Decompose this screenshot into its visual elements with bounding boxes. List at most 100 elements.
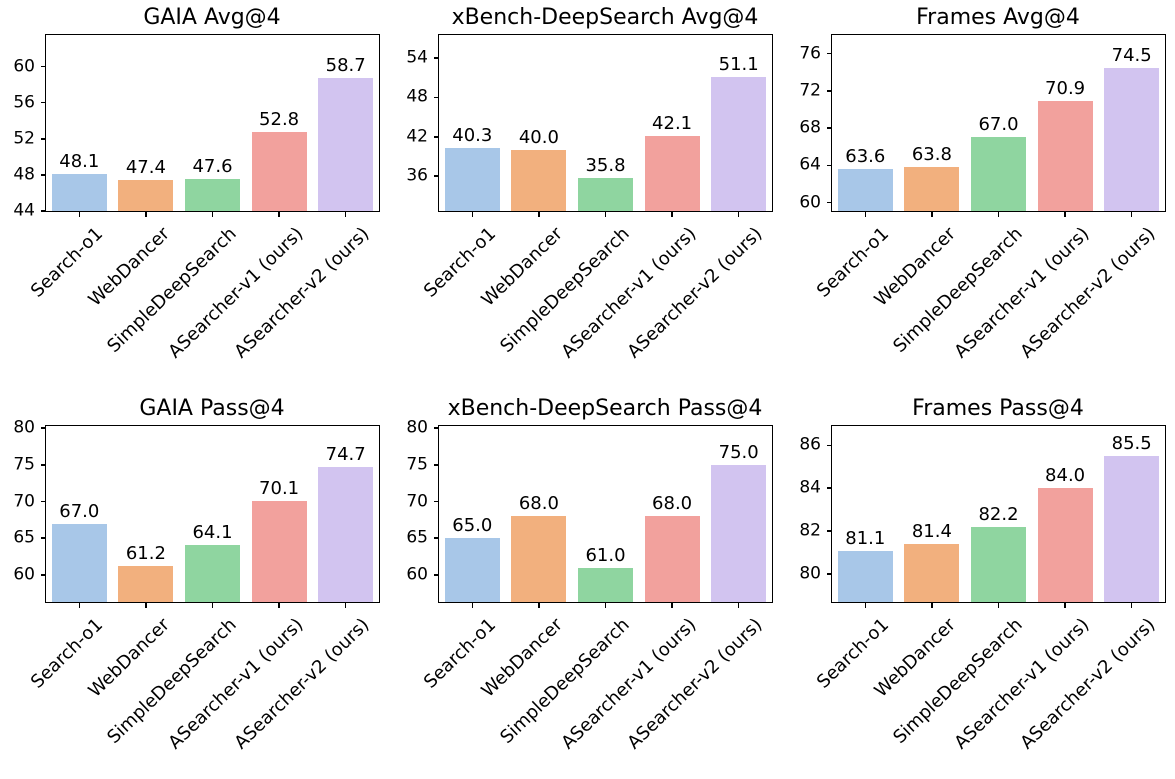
bar	[971, 137, 1026, 211]
bar	[904, 544, 960, 602]
bar	[511, 516, 567, 602]
y-tick-label: 48	[406, 86, 428, 107]
bar	[185, 544, 240, 602]
bar-value-label: 35.8	[585, 154, 626, 176]
y-tick-label: 72	[799, 80, 821, 101]
bar-value-label: 70.1	[259, 477, 300, 499]
x-tick-mark	[538, 603, 540, 609]
y-tick-mark	[40, 574, 45, 576]
y-tick-mark	[826, 530, 831, 532]
x-tick-mark	[145, 212, 147, 218]
chart-title: xBench-DeepSearch Pass@4	[447, 395, 763, 421]
x-axis-label: SimpleDeepSearch	[102, 223, 241, 357]
subplot-frames-avg4: Frames Avg@4 60 64 68 72 76 63.6 Search-o1 63.8…	[799, 0, 1171, 362]
y-tick-label: 70	[406, 491, 428, 512]
bar	[837, 169, 893, 211]
bar	[1104, 456, 1160, 602]
plot-area: 80 82 84 86 81.1 Search-o1 81.4 WebDancer 82.2 Si…	[799, 425, 1166, 753]
x-tick-mark	[931, 212, 933, 218]
x-tick-mark	[931, 603, 933, 609]
y-tick-label: 65	[13, 527, 35, 548]
y-tick-label: 65	[406, 527, 428, 548]
y-tick-mark	[433, 537, 438, 539]
y-tick-label: 60	[406, 564, 428, 585]
bar	[318, 78, 374, 211]
y-tick-mark	[40, 537, 45, 539]
x-axis-label: SimpleDeepSearch	[102, 614, 241, 748]
x-tick-mark	[1130, 603, 1133, 609]
bar	[318, 467, 374, 602]
bar-value-label: 47.4	[125, 157, 166, 179]
chart-title: xBench-DeepSearch Avg@4	[451, 4, 759, 30]
x-tick-mark	[344, 212, 347, 218]
x-axis-label: ASearcher-v2 (ours)	[1016, 223, 1160, 363]
subplot-xbench-pass4: xBench-DeepSearch Pass@4 60 65 70 75 80 65.0 S…	[406, 391, 778, 753]
y-tick-mark	[40, 464, 45, 466]
plot-area: 60 64 68 72 76 63.6 Search-o1 63.8 WebDancer 67.0…	[799, 34, 1166, 362]
x-tick-mark	[737, 603, 740, 609]
bar-value-label: 61.0	[585, 544, 626, 566]
bar-value-label: 42.1	[652, 113, 693, 135]
bar-value-label: 65.0	[452, 515, 493, 537]
y-tick-mark	[433, 574, 438, 576]
bar-value-label: 74.7	[325, 444, 366, 466]
bar	[444, 147, 500, 211]
bar	[711, 77, 767, 211]
bar	[118, 180, 174, 211]
bar	[185, 178, 240, 211]
bar-value-label: 58.7	[325, 55, 366, 77]
x-axis-label: ASearcher-v2 (ours)	[623, 223, 767, 363]
bar-value-label: 40.0	[518, 126, 559, 148]
y-tick-mark	[826, 444, 831, 447]
bar	[971, 526, 1026, 602]
bar-value-label: 40.3	[452, 124, 493, 146]
y-tick-mark	[826, 90, 831, 92]
y-tick-label: 44	[13, 200, 35, 221]
y-tick-mark	[40, 427, 45, 429]
y-tick-mark	[826, 164, 831, 167]
y-tick-mark	[40, 65, 45, 68]
bar-value-label: 67.0	[59, 500, 100, 522]
x-tick-mark	[864, 212, 867, 218]
plot-area: 44 48 52 56 60 48.1 Search-o1 47.4 WebDancer 47.6…	[13, 34, 380, 362]
bar-value-label: 64.1	[192, 521, 233, 543]
x-tick-mark	[471, 212, 474, 218]
bar	[51, 523, 107, 602]
y-tick-mark	[433, 96, 438, 99]
x-tick-mark	[538, 212, 540, 218]
bar	[511, 149, 567, 211]
subplot-gaia-pass4: GAIA Pass@4 60 65 70 75 80 67.0 Search-o1 61.2 W…	[13, 391, 385, 753]
subplot-xbench-avg4: xBench-DeepSearch Avg@4 36 42 48 54 40.3 Sear…	[406, 0, 778, 362]
y-tick-label: 84	[799, 477, 821, 498]
x-tick-mark	[604, 603, 607, 609]
bar-value-label: 85.5	[1111, 433, 1152, 455]
y-tick-mark	[433, 57, 438, 59]
bar-value-label: 82.2	[978, 503, 1019, 525]
y-tick-mark	[433, 136, 438, 138]
bar-value-label: 52.8	[259, 108, 300, 130]
bar	[444, 538, 500, 602]
y-tick-label: 70	[13, 491, 35, 512]
x-tick-mark	[997, 603, 1000, 609]
y-tick-label: 36	[406, 165, 428, 186]
subplot-gaia-avg4: GAIA Avg@4 44 48 52 56 60 48.1 Search-o1 47.4 We…	[13, 0, 385, 362]
y-tick-mark	[433, 500, 438, 503]
x-axis-label: SimpleDeepSearch	[888, 614, 1027, 748]
bar-value-label: 84.0	[1045, 465, 1086, 487]
subplot-frames-pass4: Frames Pass@4 80 82 84 86 81.1 Search-o1 81.4 W…	[799, 391, 1171, 753]
y-tick-mark	[826, 52, 831, 55]
x-tick-mark	[211, 212, 214, 218]
y-tick-label: 86	[799, 434, 821, 455]
bar-value-label: 67.0	[978, 114, 1019, 136]
y-tick-label: 80	[406, 417, 428, 438]
y-tick-mark	[40, 138, 45, 140]
bar	[1037, 101, 1093, 211]
y-tick-mark	[826, 201, 831, 204]
bar-value-label: 48.1	[59, 151, 100, 172]
y-tick-mark	[40, 174, 45, 176]
bar	[837, 550, 893, 602]
bar-value-label: 51.1	[718, 54, 759, 76]
y-tick-mark	[433, 427, 438, 429]
bar-value-label: 47.6	[192, 155, 233, 177]
bar-value-label: 74.5	[1111, 44, 1152, 66]
